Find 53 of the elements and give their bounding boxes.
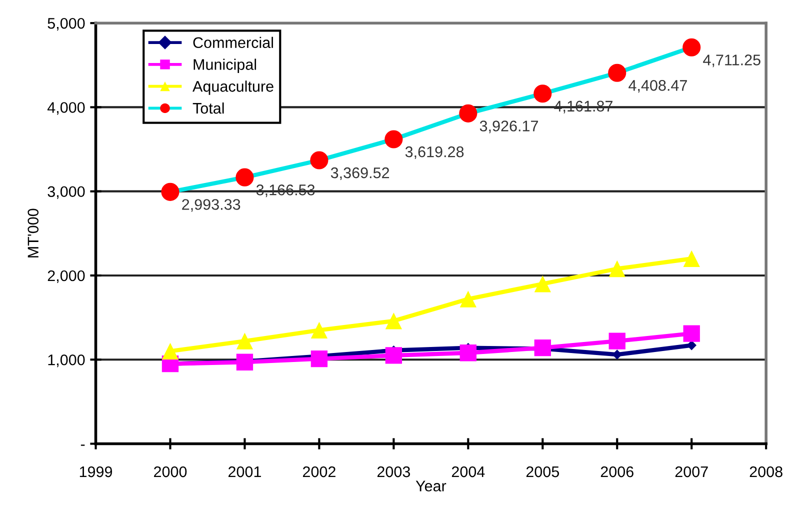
point [683,250,700,267]
x-tick-label: 2008 [750,466,782,478]
y-tick-label: 5,000 [48,18,85,31]
y-tick-label: 4,000 [47,102,85,115]
point [310,322,328,338]
x-tick-label: 2001 [228,466,261,478]
x-tick-label: 2006 [600,466,634,478]
point [683,325,700,342]
point [608,260,626,278]
data-label: 4,408.47 [628,80,687,93]
point [534,84,552,103]
point [608,332,626,350]
point [612,350,622,360]
legend-label: Municipal [194,58,256,73]
y-tick-label: - [80,444,85,446]
point [460,290,476,308]
point [384,130,403,148]
point [236,354,254,370]
y-axis-title: MT'000 [28,208,39,258]
point [459,104,478,122]
x-axis-title: Year [416,480,446,492]
point [534,276,551,292]
data-label: 3,619.28 [405,146,464,160]
point [385,312,402,330]
point [310,151,328,170]
point [460,344,476,362]
point [236,168,254,186]
y-tick-label: 1,000 [48,354,85,368]
data-label: 2,993.33 [182,199,240,212]
legend-label: Total [192,102,224,114]
point [608,64,626,82]
legend-label: Commercial [193,36,273,48]
point [682,38,701,56]
x-tick-label: 2004 [452,466,485,478]
point [534,340,551,356]
point [236,332,254,350]
point [162,342,179,360]
x-tick-label: 2000 [154,466,187,478]
y-tick-label: 2,000 [48,270,85,283]
x-tick-label: 2003 [377,466,410,478]
data-label: 3,926.17 [480,120,538,134]
x-tick-label: 2007 [675,466,708,478]
legend-label: Aquaculture [192,80,274,95]
x-tick-label: 2002 [302,466,336,478]
point [686,340,697,350]
point [161,182,180,201]
data-label: 3,369.52 [330,167,390,180]
x-tick-label: 1999 [80,466,112,478]
x-tick-label: 2005 [526,466,559,478]
point [310,350,328,368]
y-tick-label: 3,000 [48,186,85,199]
data-label: 4,711.25 [703,54,760,68]
point [385,347,402,364]
